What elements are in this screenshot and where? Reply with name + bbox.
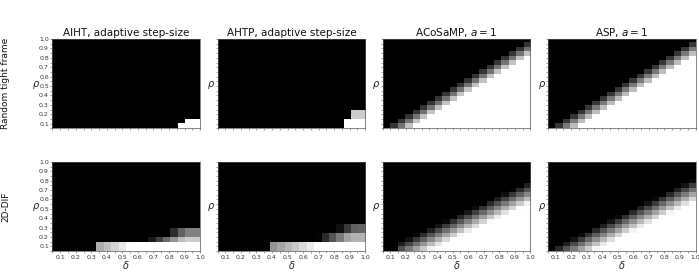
Title: AHTP, adaptive step-size: AHTP, adaptive step-size [226,28,356,38]
Y-axis label: ρ: ρ [538,201,545,211]
Y-axis label: ρ: ρ [538,79,545,89]
Y-axis label: ρ: ρ [373,79,380,89]
Title: ACoSaMP, $a = 1$: ACoSaMP, $a = 1$ [415,26,498,39]
X-axis label: δ: δ [454,261,459,271]
Text: 2D-DIF: 2D-DIF [1,191,10,222]
X-axis label: δ: δ [619,261,625,271]
Y-axis label: ρ: ρ [208,79,215,89]
Title: AIHT, adaptive step-size: AIHT, adaptive step-size [63,28,189,38]
Text: Random tight frame: Random tight frame [1,38,10,129]
Y-axis label: ρ: ρ [33,79,39,89]
X-axis label: δ: δ [289,261,294,271]
Y-axis label: ρ: ρ [208,201,215,211]
Y-axis label: ρ: ρ [33,201,39,211]
X-axis label: δ: δ [123,261,129,271]
Title: ASP, $a = 1$: ASP, $a = 1$ [595,26,648,39]
Y-axis label: ρ: ρ [373,201,380,211]
